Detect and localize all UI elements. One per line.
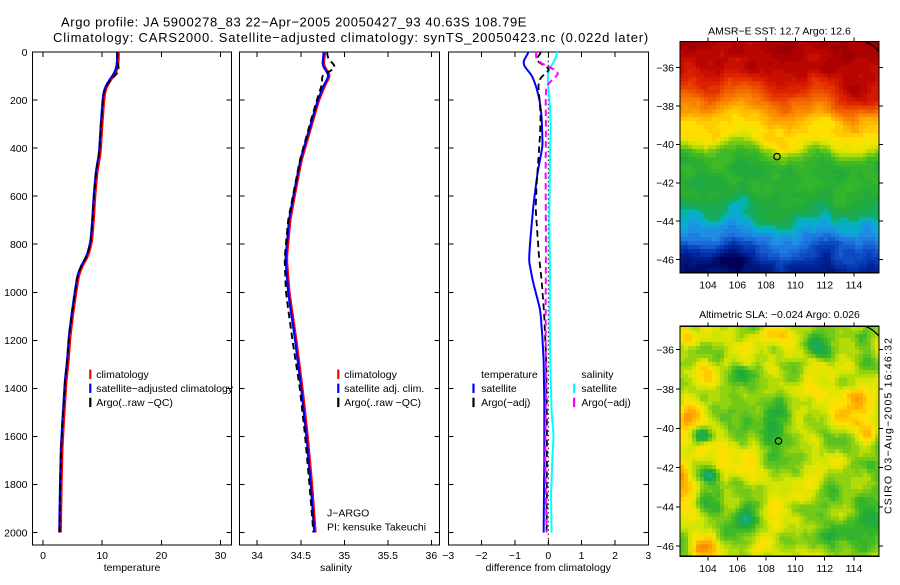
svg-text:110: 110 <box>787 279 804 291</box>
svg-text:104: 104 <box>699 563 717 575</box>
svg-text:Climatology: CARS2000. Satelli: Climatology: CARS2000. Satellite−adjuste… <box>53 30 649 45</box>
svg-text:salinity: salinity <box>320 562 353 574</box>
svg-text:36: 36 <box>426 550 438 562</box>
svg-text:106: 106 <box>729 279 747 291</box>
svg-text:114: 114 <box>846 279 863 291</box>
svg-text:112: 112 <box>816 279 833 291</box>
svg-text:−3: −3 <box>442 550 454 562</box>
svg-text:108: 108 <box>757 279 775 291</box>
svg-text:−40: −40 <box>656 139 674 151</box>
svg-text:Argo profile: JA 5900278_83 22: Argo profile: JA 5900278_83 22−Apr−2005 … <box>61 14 527 29</box>
svg-text:1000: 1000 <box>4 287 28 299</box>
svg-text:Altimetric SLA: −0.024 Argo: 0: Altimetric SLA: −0.024 Argo: 0.026 <box>699 309 860 321</box>
svg-text:800: 800 <box>10 239 28 251</box>
svg-text:CSIRO 03−Aug−2005 16:46:32: CSIRO 03−Aug−2005 16:46:32 <box>883 337 895 514</box>
svg-text:1400: 1400 <box>4 383 28 395</box>
svg-text:1200: 1200 <box>4 335 28 347</box>
svg-text:1600: 1600 <box>4 431 28 443</box>
svg-text:600: 600 <box>10 191 28 203</box>
svg-text:106: 106 <box>729 563 747 575</box>
svg-text:−1: −1 <box>509 550 521 562</box>
svg-text:temperature: temperature <box>481 369 538 381</box>
svg-text:satellite adj. clim.: satellite adj. clim. <box>344 383 424 395</box>
svg-text:salinity: salinity <box>581 369 614 381</box>
svg-text:34.5: 34.5 <box>291 550 312 562</box>
svg-text:satellite−adjusted climatology: satellite−adjusted climatology <box>96 383 234 395</box>
svg-text:climatology: climatology <box>344 369 397 381</box>
svg-text:104: 104 <box>699 279 717 291</box>
svg-text:climatology: climatology <box>96 369 149 381</box>
svg-text:Argo(−adj): Argo(−adj) <box>481 397 530 409</box>
svg-text:Argo(..raw −QC): Argo(..raw −QC) <box>344 397 421 409</box>
svg-text:108: 108 <box>757 563 775 575</box>
svg-text:−40: −40 <box>656 423 674 435</box>
svg-text:−38: −38 <box>656 384 674 396</box>
svg-text:J−ARGO: J−ARGO <box>327 508 369 520</box>
svg-text:PI: kensuke Takeuchi: PI: kensuke Takeuchi <box>327 522 426 534</box>
svg-text:35: 35 <box>338 550 350 562</box>
svg-text:200: 200 <box>10 95 28 107</box>
svg-text:Argo(−adj): Argo(−adj) <box>581 397 630 409</box>
svg-text:−2: −2 <box>476 550 488 562</box>
svg-text:−46: −46 <box>656 254 674 266</box>
svg-text:10: 10 <box>96 550 108 562</box>
svg-text:Argo(..raw −QC): Argo(..raw −QC) <box>96 397 173 409</box>
svg-text:satellite: satellite <box>581 383 617 395</box>
svg-text:−44: −44 <box>656 216 674 228</box>
svg-text:temperature: temperature <box>104 562 161 574</box>
svg-text:−38: −38 <box>656 101 674 113</box>
svg-text:−42: −42 <box>656 178 674 190</box>
svg-text:1: 1 <box>579 550 585 562</box>
svg-text:−36: −36 <box>656 62 674 74</box>
svg-text:30: 30 <box>215 550 227 562</box>
svg-text:112: 112 <box>816 563 833 575</box>
svg-text:3: 3 <box>645 550 651 562</box>
svg-text:0: 0 <box>40 550 46 562</box>
svg-text:satellite: satellite <box>481 383 517 395</box>
svg-text:114: 114 <box>846 563 863 575</box>
svg-text:35.5: 35.5 <box>378 550 399 562</box>
svg-text:2: 2 <box>612 550 618 562</box>
svg-text:AMSR−E SST: 12.7 Argo: 12.6: AMSR−E SST: 12.7 Argo: 12.6 <box>708 25 851 37</box>
svg-text:0: 0 <box>545 550 551 562</box>
svg-text:0: 0 <box>22 47 28 59</box>
svg-text:−46: −46 <box>656 541 674 553</box>
svg-text:−44: −44 <box>656 502 674 514</box>
svg-text:34: 34 <box>251 550 263 562</box>
svg-text:400: 400 <box>10 143 28 155</box>
svg-text:110: 110 <box>787 563 804 575</box>
svg-text:−42: −42 <box>656 462 674 474</box>
svg-text:−36: −36 <box>656 345 674 357</box>
svg-text:difference from climatology: difference from climatology <box>486 562 612 574</box>
svg-text:20: 20 <box>156 550 168 562</box>
svg-text:2000: 2000 <box>4 527 28 539</box>
svg-text:1800: 1800 <box>4 479 28 491</box>
